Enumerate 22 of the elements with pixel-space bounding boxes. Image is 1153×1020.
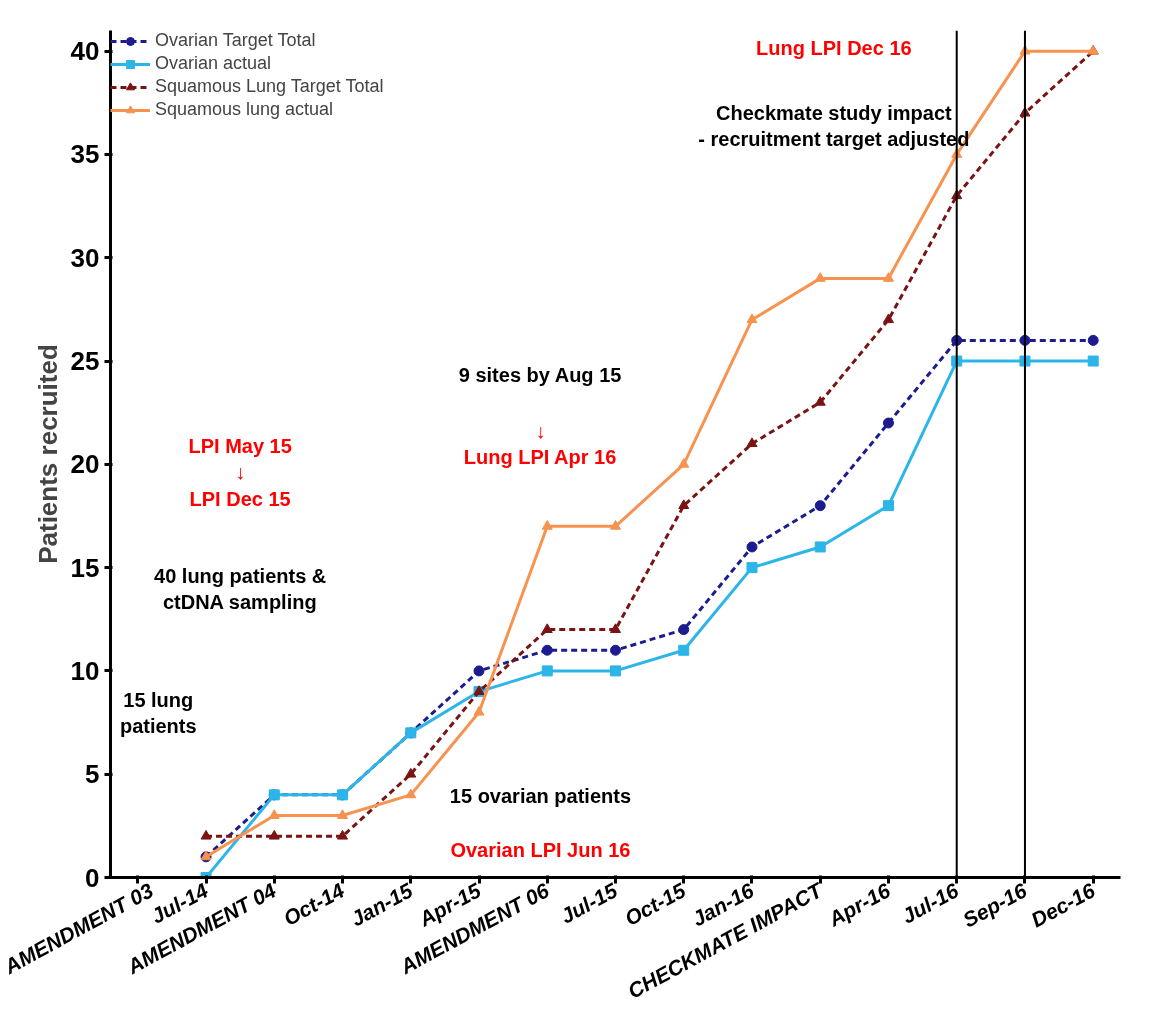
- annotation: ↓ Lung LPI Apr 16: [463, 420, 617, 469]
- y-tick-label: 30: [70, 242, 100, 273]
- legend-label: Squamous Lung Target Total: [155, 76, 384, 97]
- y-tick-label: 25: [70, 346, 100, 377]
- y-tick-label: 0: [85, 862, 100, 893]
- annotation: 15 lung patients: [119, 688, 197, 738]
- annotation: Ovarian LPI Jun 16: [450, 838, 631, 861]
- annotation: 9 sites by Aug 15: [458, 363, 622, 386]
- legend-label: Ovarian Target Total: [155, 30, 316, 51]
- annotation: Lung LPI Dec 16: [756, 37, 912, 60]
- annotation: 40 lung patients & ctDNA sampling: [154, 564, 327, 614]
- legend-label: Ovarian actual: [155, 53, 272, 74]
- y-tick-label: 10: [70, 655, 100, 686]
- y-tick-label: 40: [70, 36, 100, 67]
- y-axis-title: Patients recruited: [32, 344, 63, 564]
- annotation: LPI May 15 ↓ LPI Dec 15: [188, 434, 292, 510]
- annotation: 15 ovarian patients: [449, 785, 632, 808]
- y-tick-label: 15: [70, 552, 100, 583]
- legend-label: Squamous lung actual: [155, 99, 334, 120]
- y-tick-label: 5: [85, 759, 100, 790]
- y-tick-label: 35: [70, 139, 100, 170]
- y-tick-label: 20: [70, 449, 100, 480]
